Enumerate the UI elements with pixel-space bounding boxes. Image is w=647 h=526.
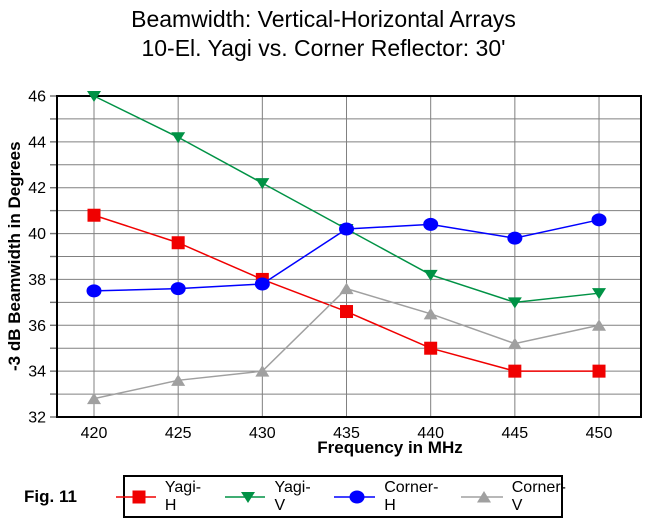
marker xyxy=(86,284,102,298)
marker xyxy=(170,282,186,296)
marker xyxy=(87,392,101,405)
legend-label: Yagi-V xyxy=(274,478,311,514)
x-tick-label: 420 xyxy=(81,425,108,442)
marker xyxy=(591,213,607,227)
series-corner-v xyxy=(87,282,607,405)
x-tick-label: 450 xyxy=(586,425,613,442)
y-tick-label: 32 xyxy=(28,410,46,427)
marker xyxy=(171,374,186,386)
marker xyxy=(254,277,270,291)
y-axis: 32 34 36 38 40 42 44 46 xyxy=(28,89,56,427)
marker xyxy=(87,91,101,102)
marker xyxy=(592,319,607,331)
y-tick-label: 42 xyxy=(28,180,46,197)
marker xyxy=(255,365,270,377)
figure-number: Fig. 11 xyxy=(24,487,77,506)
marker xyxy=(507,337,522,350)
marker xyxy=(171,132,186,144)
y-tick-label: 46 xyxy=(28,89,46,106)
y-tick-label: 44 xyxy=(28,134,46,151)
x-tick-label: 445 xyxy=(501,425,528,442)
chart-title-line2: 10-El. Yagi vs. Corner Reflector: 30' xyxy=(141,35,506,61)
marker xyxy=(132,490,146,503)
chart-title: Beamwidth: Vertical-Horizontal Arrays 10… xyxy=(0,5,647,63)
y-tick-label: 34 xyxy=(28,364,46,381)
legend-item-yagi-v: Yagi-V xyxy=(224,478,316,515)
marker xyxy=(240,491,255,503)
series-yagi-h xyxy=(87,208,606,378)
gridlines xyxy=(57,96,641,417)
series-corner-h xyxy=(86,213,607,298)
legend-label: Corner-H xyxy=(384,478,439,514)
marker xyxy=(340,305,354,319)
y-tick-label: 36 xyxy=(28,318,46,335)
y-tick-label: 40 xyxy=(28,226,46,243)
marker xyxy=(171,236,185,250)
x-tick-label: 430 xyxy=(249,425,276,442)
legend: Yagi-H Yagi-V Corner-H Corner-V xyxy=(115,475,566,518)
x-axis-title: Frequency in MHz xyxy=(317,438,463,457)
marker xyxy=(87,208,101,222)
yagi-v-marker-icon xyxy=(224,491,266,503)
marker xyxy=(508,364,522,378)
marker xyxy=(477,490,492,502)
marker xyxy=(339,282,354,295)
legend-label: Yagi-H xyxy=(164,478,202,514)
marker xyxy=(592,364,606,378)
x-tick-label: 440 xyxy=(417,425,444,442)
marker xyxy=(255,178,270,190)
plot-border xyxy=(56,95,642,418)
yagi-h-marker-icon xyxy=(115,490,156,503)
chart-title-line1: Beamwidth: Vertical-Horizontal Arrays xyxy=(131,6,516,32)
marker xyxy=(424,341,438,355)
x-tick-label: 435 xyxy=(333,425,360,442)
corner-h-marker-icon xyxy=(333,490,376,503)
marker xyxy=(423,269,438,281)
legend-item-yagi-h: Yagi-H xyxy=(115,478,207,515)
marker xyxy=(423,217,439,231)
marker xyxy=(339,222,355,236)
marker xyxy=(507,297,522,309)
marker xyxy=(507,231,523,245)
legend-label: Corner-V xyxy=(511,478,566,514)
x-tick-label: 425 xyxy=(165,425,192,442)
legend-item-corner-h: Corner-H xyxy=(333,478,443,515)
marker xyxy=(592,288,607,300)
y-tick-label: 38 xyxy=(28,272,46,289)
x-axis: 420 425 430 435 440 445 450 xyxy=(81,425,613,442)
marker xyxy=(423,307,438,320)
legend-item-corner-v: Corner-V xyxy=(461,479,570,515)
corner-v-marker-icon xyxy=(461,490,503,502)
marker xyxy=(349,490,365,503)
